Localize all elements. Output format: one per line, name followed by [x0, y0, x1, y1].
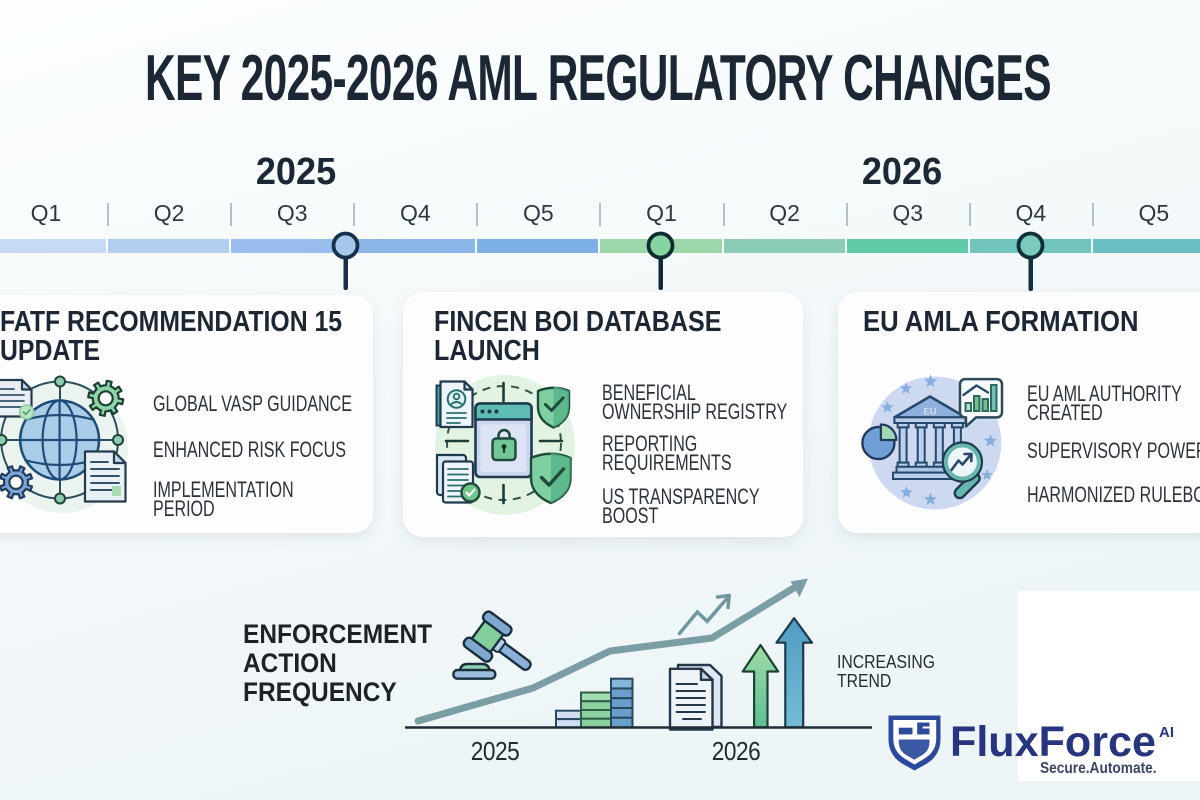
svg-text:EU: EU — [923, 407, 936, 418]
